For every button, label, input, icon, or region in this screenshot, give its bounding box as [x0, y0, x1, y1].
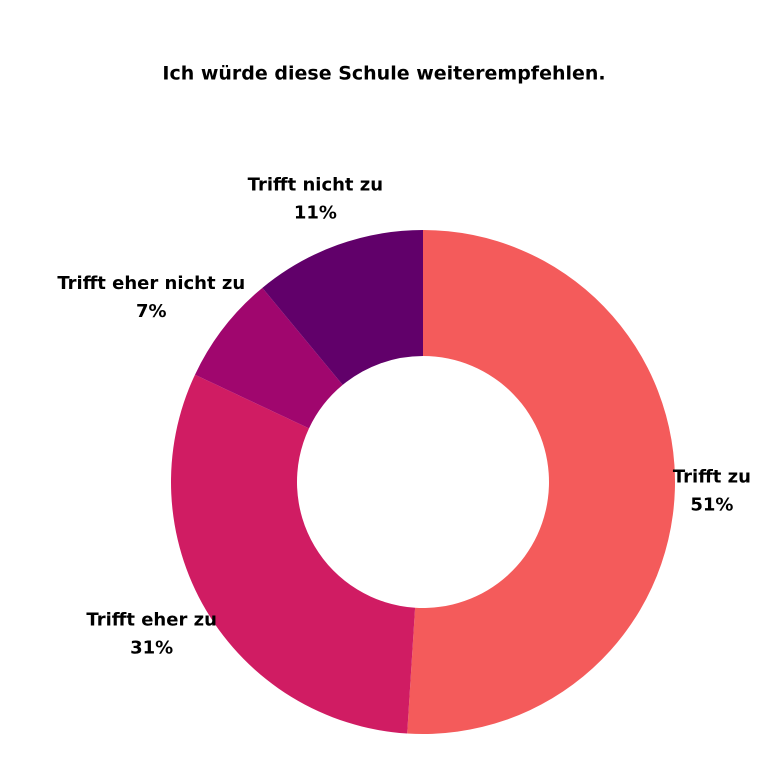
slice-label: Trifft nicht zu — [248, 175, 383, 196]
slice-value-label: 11% — [294, 203, 337, 224]
slice-label: Trifft zu — [673, 466, 751, 487]
slice-label: Trifft eher nicht zu — [57, 273, 245, 294]
slice-value-label: 7% — [136, 301, 167, 322]
slice — [262, 230, 423, 385]
slice-value-label: 51% — [690, 494, 733, 515]
slice-value-label: 31% — [130, 638, 173, 659]
slice — [407, 230, 675, 734]
slice — [194, 287, 343, 429]
chart-title: Ich würde diese Schule weiterempfehlen. — [162, 63, 605, 85]
slice-label: Trifft eher zu — [86, 610, 216, 631]
slice — [170, 374, 416, 734]
